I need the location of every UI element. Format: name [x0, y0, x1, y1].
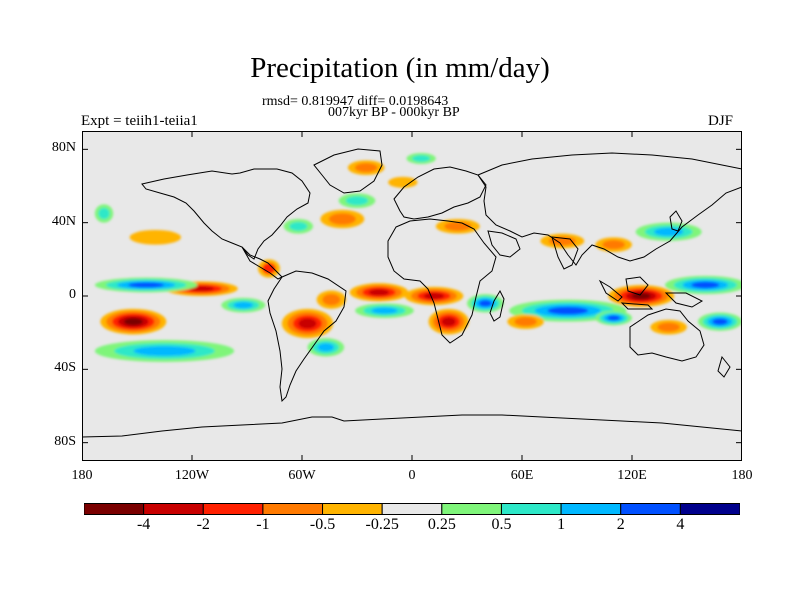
anomaly-7-level-3 — [298, 318, 317, 329]
anomaly-3-level-2 — [133, 346, 196, 356]
colorbar-label-8: 2 — [616, 516, 625, 533]
colorbar-label-1: -2 — [196, 516, 210, 533]
colorbar-label-7: 1 — [557, 516, 566, 533]
coastlines — [82, 148, 742, 461]
precipitation-anomaly-map — [82, 131, 742, 461]
lon-label-2: 60W — [288, 468, 316, 483]
coastline-madagascar — [489, 289, 505, 322]
coastline-sumatra — [598, 279, 623, 302]
anomaly-30-level-1 — [412, 155, 431, 162]
lat-label-0: 80N — [51, 140, 76, 156]
anomaly-20-level-3 — [712, 318, 728, 325]
anomaly-15-level-3 — [547, 306, 589, 315]
colorbar-box-8 — [560, 503, 622, 515]
coastline-antarctica — [82, 414, 742, 461]
coastline-new-zealand — [717, 355, 731, 378]
coastline-europe — [393, 166, 487, 220]
coastline-south-america — [267, 270, 347, 403]
anomaly-32-level-1 — [98, 207, 110, 220]
anomaly-17-level-4 — [631, 292, 651, 300]
anomaly-18-level-3 — [607, 315, 621, 321]
anomaly-28-level-1 — [289, 221, 308, 231]
anomaly-13-level-3 — [441, 317, 456, 327]
lon-label-3: 0 — [408, 468, 416, 483]
anomaly-21-level-1 — [657, 322, 680, 332]
colorbar-box-9 — [620, 503, 681, 515]
anomaly-27-level-1 — [345, 196, 369, 206]
colorbar-box-1 — [143, 503, 204, 515]
coastline-borneo — [625, 276, 649, 296]
season-label: DJF — [708, 113, 734, 129]
anomaly-14-level-3 — [478, 300, 492, 307]
colorbar-label-6: 0.5 — [491, 516, 512, 533]
lat-label-1: 40N — [51, 213, 76, 229]
anomaly-9-level-2 — [317, 343, 334, 352]
colorbar-box-10 — [679, 503, 740, 515]
lat-label-2: 0 — [69, 287, 76, 302]
figure-title: Precipitation (in mm/day) — [250, 52, 550, 84]
lat-label-3: 40S — [54, 360, 76, 376]
colorbar-box-6 — [441, 503, 502, 515]
anomaly-6-level-1 — [262, 262, 276, 275]
anomaly-25-level-1 — [444, 221, 472, 231]
colorbar-label-0: -4 — [136, 516, 151, 533]
period-line: 007kyr BP - 000kyr BP — [328, 105, 460, 120]
axis-ticks — [82, 131, 742, 461]
coastline-north-america — [141, 168, 311, 260]
anomaly-4-level-0 — [129, 230, 181, 245]
lon-label-5: 120E — [617, 468, 647, 483]
colorbar-label-9: 4 — [676, 516, 685, 533]
colorbar-box-2 — [202, 503, 264, 515]
coastline-arabia — [487, 230, 521, 258]
anomaly-12-level-3 — [423, 292, 445, 300]
coastline-australia — [629, 308, 705, 362]
colorbar-box-5 — [381, 503, 443, 515]
anomaly-5-level-2 — [233, 301, 254, 309]
colorbar-label-2: -1 — [256, 516, 270, 533]
anomaly-16-level-1 — [514, 317, 537, 327]
lat-label-4: 80S — [54, 433, 76, 449]
colorbar-box-7 — [500, 503, 562, 515]
colorbar — [84, 503, 740, 515]
coastline-new-guinea — [664, 292, 704, 308]
coastline-asia — [477, 152, 742, 266]
anomaly-2-level-3 — [128, 282, 165, 288]
coastline-india — [551, 236, 579, 270]
anomaly-29-level-1 — [354, 163, 378, 173]
colorbar-label-5: 0.25 — [427, 516, 456, 533]
anomaly-26-level-1 — [328, 213, 356, 225]
coastline-greenland — [313, 148, 383, 194]
coastline-java — [620, 302, 654, 310]
anomaly-31-level-0 — [388, 176, 418, 188]
anomaly-1-level-3 — [188, 286, 214, 292]
colorbar-box-4 — [322, 503, 383, 515]
colorbar-label-4: -0.25 — [365, 516, 399, 533]
coastline-japan — [669, 210, 683, 232]
colorbar-label-3: -0.5 — [309, 516, 336, 533]
colorbar-box-3 — [262, 503, 324, 515]
anomaly-0-level-4 — [123, 318, 143, 326]
lon-label-4: 60E — [510, 468, 534, 483]
coastline-africa — [387, 218, 497, 344]
anomaly-10-level-3 — [368, 289, 390, 296]
anomaly-23-level-1 — [602, 240, 625, 250]
lon-label-1: 120W — [174, 468, 210, 483]
lon-label-0: 180 — [71, 468, 93, 483]
colorbar-box-0 — [84, 503, 145, 515]
stats-line: rmsd= 0.819947 diff= 0.0198643 — [262, 94, 449, 109]
anomaly-19-level-3 — [691, 281, 720, 289]
lon-label-6: 180 — [731, 468, 753, 483]
anomaly-11-level-2 — [371, 307, 398, 314]
experiment-label: Expt = teiih1-teiia1 — [81, 113, 198, 129]
anomaly-8-level-1 — [322, 294, 341, 306]
